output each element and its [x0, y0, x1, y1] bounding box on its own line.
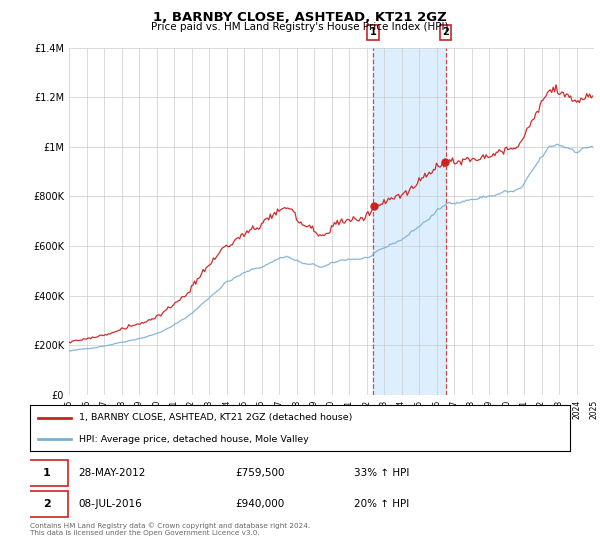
Text: £759,500: £759,500	[235, 468, 285, 478]
Text: 2: 2	[442, 27, 449, 37]
Text: Price paid vs. HM Land Registry's House Price Index (HPI): Price paid vs. HM Land Registry's House …	[151, 22, 449, 32]
Text: HPI: Average price, detached house, Mole Valley: HPI: Average price, detached house, Mole…	[79, 435, 308, 444]
Text: 20% ↑ HPI: 20% ↑ HPI	[354, 499, 409, 509]
Text: 1, BARNBY CLOSE, ASHTEAD, KT21 2GZ: 1, BARNBY CLOSE, ASHTEAD, KT21 2GZ	[153, 11, 447, 24]
Bar	[373, 48, 446, 395]
Text: Contains HM Land Registry data © Crown copyright and database right 2024.
This d: Contains HM Land Registry data © Crown c…	[30, 522, 310, 535]
FancyBboxPatch shape	[26, 491, 68, 517]
Text: £940,000: £940,000	[235, 499, 284, 509]
Text: 1: 1	[43, 468, 50, 478]
Text: 2: 2	[43, 499, 50, 509]
Text: 1: 1	[370, 27, 377, 37]
FancyBboxPatch shape	[26, 460, 68, 486]
Text: 28-MAY-2012: 28-MAY-2012	[79, 468, 146, 478]
Text: 08-JUL-2016: 08-JUL-2016	[79, 499, 142, 509]
Text: 1, BARNBY CLOSE, ASHTEAD, KT21 2GZ (detached house): 1, BARNBY CLOSE, ASHTEAD, KT21 2GZ (deta…	[79, 413, 352, 422]
Text: 33% ↑ HPI: 33% ↑ HPI	[354, 468, 409, 478]
